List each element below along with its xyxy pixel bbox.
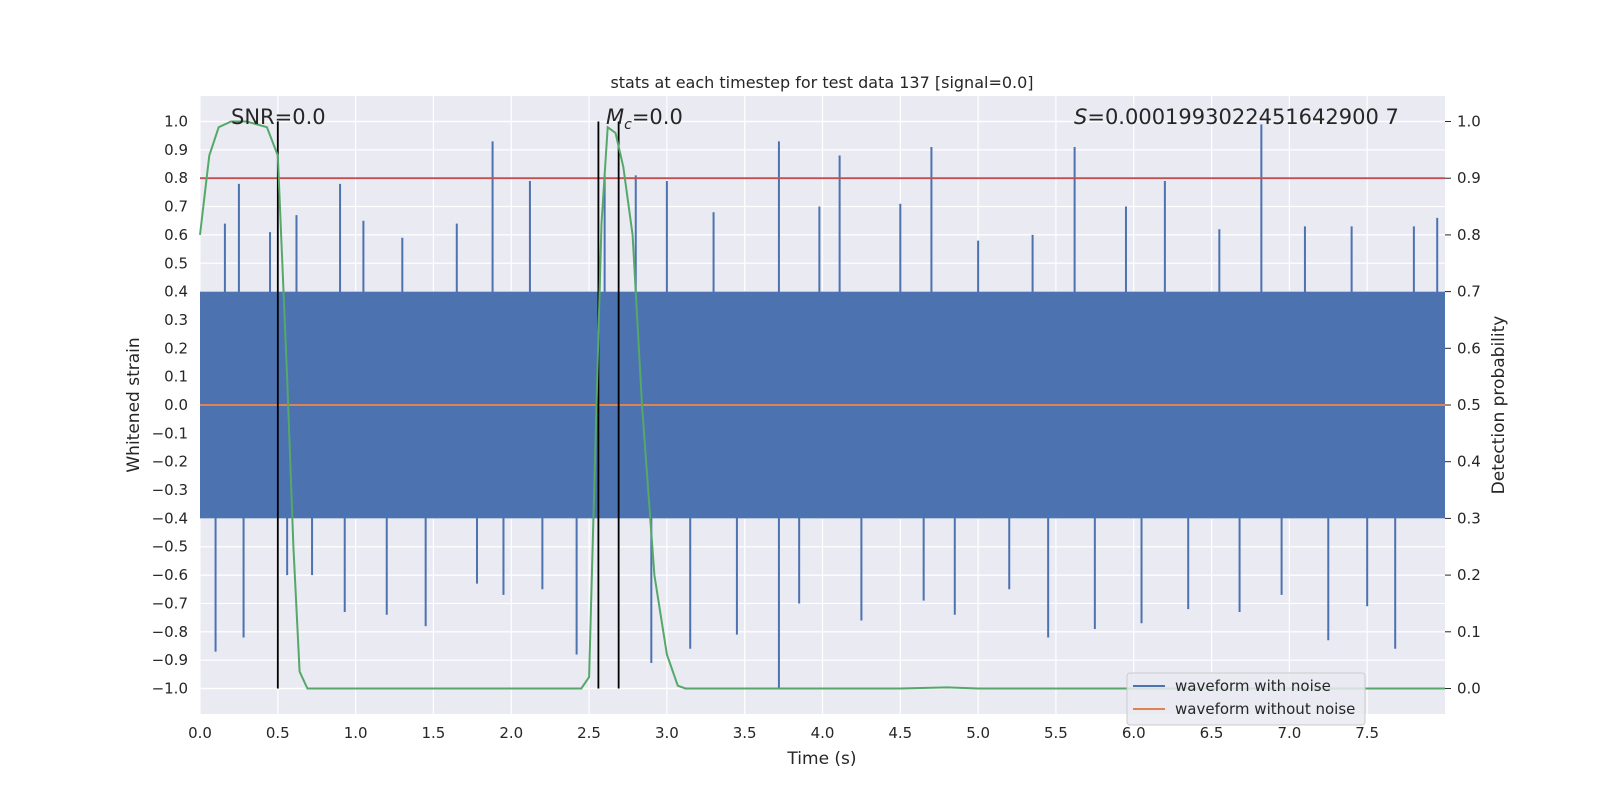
y-tick-label: −0.6 — [152, 566, 188, 584]
y-tick-label: −0.9 — [152, 651, 188, 669]
y2-tick-label: 0.5 — [1457, 396, 1481, 414]
y-tick-label: −0.3 — [152, 481, 188, 499]
mc-value: =0.0 — [632, 105, 683, 129]
legend-label-clean: waveform without noise — [1175, 700, 1355, 718]
mc-symbol: M — [606, 105, 624, 129]
y-tick-label: −0.4 — [152, 509, 188, 527]
x-tick-label: 5.0 — [966, 724, 990, 742]
y2-tick-label: 0.1 — [1457, 623, 1481, 641]
x-tick-label: 0.5 — [266, 724, 290, 742]
y2-tick-label: 0.7 — [1457, 283, 1481, 301]
y2-tick-label: 1.0 — [1457, 113, 1481, 131]
y2-tick-label: 0.0 — [1457, 679, 1481, 697]
y-tick-label: −0.8 — [152, 623, 188, 641]
y-tick-label: 0.9 — [164, 141, 188, 159]
y2-tick-label: 0.8 — [1457, 226, 1481, 244]
y-tick-label: −0.7 — [152, 594, 188, 612]
legend: waveform with noise waveform without noi… — [1126, 672, 1366, 726]
y2-tick-label: 0.9 — [1457, 169, 1481, 187]
y-tick-label: 0.5 — [164, 254, 188, 272]
y-tick-label: 0.8 — [164, 169, 188, 187]
y2-tick-label: 0.4 — [1457, 453, 1481, 471]
y2-tick-label: 0.3 — [1457, 509, 1481, 527]
x-tick-label: 6.0 — [1122, 724, 1146, 742]
y-tick-label: 0.1 — [164, 368, 188, 386]
mc-subscript: c — [624, 117, 632, 133]
y2-tick-label: 0.2 — [1457, 566, 1481, 584]
x-tick-label: 4.5 — [888, 724, 912, 742]
x-tick-label: 1.0 — [344, 724, 368, 742]
y-tick-label: 0.0 — [164, 396, 188, 414]
y-tick-label: 0.7 — [164, 198, 188, 216]
x-tick-label: 5.5 — [1044, 724, 1068, 742]
legend-box — [1126, 672, 1366, 726]
y2-axis-label: Detection probability — [1489, 316, 1509, 495]
y2-tick-label: 0.6 — [1457, 339, 1481, 357]
noise-spikes — [214, 124, 1439, 689]
s-value: =0.0001993022451642900 7 — [1087, 105, 1399, 129]
y-tick-label: 0.3 — [164, 311, 188, 329]
plot-area — [199, 120, 1445, 690]
y-tick-label: 0.4 — [164, 283, 188, 301]
probability-line — [199, 120, 1445, 690]
x-tick-label: 7.5 — [1355, 724, 1379, 742]
y-tick-label: −0.5 — [152, 538, 188, 556]
x-axis-ticks: 0.0 0.5 1.0 1.5 2.0 2.5 3.0 3.5 4.0 4.5 5.0 5.5 6.0 6… — [188, 724, 1379, 742]
chart-title: stats at each timestep for test data 137… — [610, 73, 1033, 92]
x-tick-label: 2.0 — [499, 724, 523, 742]
x-tick-label: 3.5 — [733, 724, 757, 742]
x-tick-label: 0.0 — [188, 724, 212, 742]
y-axis-label: Whitened strain — [124, 337, 144, 472]
y-tick-label: 0.6 — [164, 226, 188, 244]
x-tick-label: 6.5 — [1200, 724, 1224, 742]
y-tick-label: −0.2 — [152, 453, 188, 471]
x-tick-label: 4.0 — [811, 724, 835, 742]
y-tick-label: −1.0 — [152, 679, 188, 697]
y-tick-label: 1.0 — [164, 113, 188, 131]
y-tick-label: 0.2 — [164, 339, 188, 357]
y2-axis-ticks: 1.0 0.9 0.8 0.7 0.6 0.5 0.4 0.3 0.2 0.1 0.0 — [1445, 113, 1481, 697]
x-axis-label: Time (s) — [786, 749, 856, 769]
x-tick-label: 7.0 — [1277, 724, 1301, 742]
y-axis-ticks: 1.0 0.9 0.8 0.7 0.6 0.5 0.4 0.3 0.2 0.1 0.0 −0.1 −0.… — [152, 113, 188, 698]
x-tick-label: 3.0 — [655, 724, 679, 742]
x-tick-label: 2.5 — [577, 724, 601, 742]
legend-label-noise: waveform with noise — [1175, 677, 1331, 695]
s-symbol: S — [1074, 105, 1087, 129]
x-tick-label: 1.5 — [422, 724, 446, 742]
mc-annotation: Mc=0.0 — [606, 105, 683, 133]
snr-annotation: SNR=0.0 — [231, 105, 326, 129]
s-annotation: S=0.0001993022451642900 7 — [1074, 105, 1399, 129]
vertical-markers — [276, 121, 620, 689]
y-tick-label: −0.1 — [152, 424, 188, 442]
